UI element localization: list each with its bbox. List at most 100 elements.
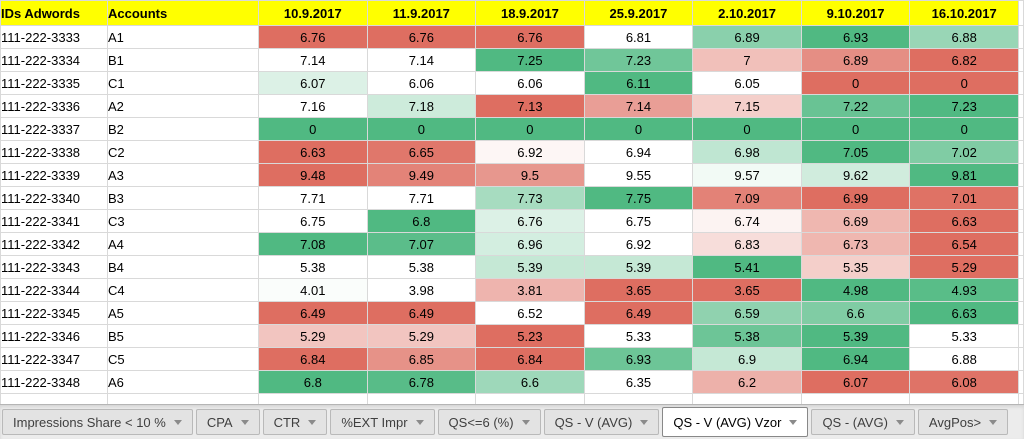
value-cell[interactable]: 6.75 — [258, 209, 368, 233]
account-cell[interactable]: C4 — [107, 278, 259, 302]
value-cell[interactable]: 6.07 — [258, 71, 368, 95]
value-cell[interactable]: 0 — [366, 117, 477, 141]
value-cell[interactable]: 5.39 — [475, 255, 585, 279]
row-id-cell[interactable]: 111-222-3341 — [0, 209, 108, 233]
value-cell[interactable]: 6.54 — [909, 232, 1019, 256]
value-cell[interactable]: 6.74 — [692, 209, 802, 233]
value-cell[interactable]: 4.93 — [909, 278, 1019, 302]
value-cell[interactable]: 6.49 — [366, 301, 477, 325]
value-cell[interactable]: 3.81 — [475, 278, 585, 302]
value-cell[interactable]: 7.23 — [909, 94, 1019, 118]
value-cell[interactable]: 7.14 — [258, 48, 368, 72]
account-cell[interactable]: B2 — [107, 117, 259, 141]
value-cell[interactable]: 6.9 — [692, 347, 802, 371]
account-cell[interactable]: C2 — [107, 140, 259, 164]
value-cell[interactable]: 6.98 — [692, 140, 802, 164]
value-cell[interactable]: 6.2 — [692, 370, 802, 394]
value-cell[interactable]: 9.48 — [258, 163, 368, 187]
chevron-down-icon[interactable] — [989, 419, 998, 425]
chevron-down-icon[interactable] — [173, 419, 182, 425]
value-cell[interactable]: 5.41 — [692, 255, 802, 279]
row-id-cell[interactable]: 111-222-3339 — [0, 163, 108, 187]
value-cell[interactable]: 6.88 — [909, 25, 1019, 49]
column-header-16-10-2017[interactable]: 16.10.2017 — [909, 0, 1019, 26]
value-cell[interactable]: 7.13 — [475, 94, 585, 118]
column-header-accounts[interactable]: Accounts — [107, 0, 259, 26]
value-cell[interactable]: 7.09 — [692, 186, 802, 210]
chevron-down-icon[interactable] — [240, 419, 249, 425]
value-cell[interactable]: 6.8 — [258, 370, 368, 394]
value-cell[interactable]: 0 — [692, 117, 802, 141]
sheet-tab-cpa[interactable]: CPA — [195, 409, 260, 435]
value-cell[interactable]: 6.63 — [258, 140, 368, 164]
account-cell[interactable]: B1 — [107, 48, 259, 72]
value-cell[interactable]: 7.01 — [909, 186, 1019, 210]
value-cell[interactable]: 4.01 — [258, 278, 368, 302]
chevron-down-icon[interactable] — [640, 419, 649, 425]
row-id-cell[interactable]: 111-222-3336 — [0, 94, 108, 118]
value-cell[interactable]: 6.69 — [800, 209, 911, 233]
column-header-2-10-2017[interactable]: 2.10.2017 — [692, 0, 802, 26]
value-cell[interactable]: 6.63 — [909, 209, 1019, 233]
value-cell[interactable]: 6.92 — [583, 232, 694, 256]
value-cell[interactable]: 6.06 — [366, 71, 477, 95]
value-cell[interactable]: 0 — [909, 117, 1019, 141]
value-cell[interactable]: 7.02 — [909, 140, 1019, 164]
value-cell[interactable]: 5.38 — [692, 324, 802, 348]
chevron-down-icon[interactable] — [308, 419, 317, 425]
value-cell[interactable]: 6.49 — [583, 301, 694, 325]
value-cell[interactable]: 6.99 — [800, 186, 911, 210]
column-header-9-10-2017[interactable]: 9.10.2017 — [800, 0, 911, 26]
value-cell[interactable]: 7.08 — [258, 232, 368, 256]
value-cell[interactable]: 6.65 — [366, 140, 477, 164]
value-cell[interactable]: 9.55 — [583, 163, 694, 187]
chevron-down-icon[interactable] — [415, 419, 424, 425]
value-cell[interactable]: 0 — [800, 117, 911, 141]
empty-cell[interactable] — [366, 393, 477, 404]
value-cell[interactable]: 7.71 — [258, 186, 368, 210]
empty-cell[interactable] — [800, 393, 911, 404]
column-header-10-9-2017[interactable]: 10.9.2017 — [258, 0, 368, 26]
account-cell[interactable]: A6 — [107, 370, 259, 394]
value-cell[interactable]: 6.88 — [909, 347, 1019, 371]
value-cell[interactable]: 5.29 — [258, 324, 368, 348]
value-cell[interactable]: 6.52 — [475, 301, 585, 325]
value-cell[interactable]: 7 — [692, 48, 802, 72]
value-cell[interactable]: 7.71 — [366, 186, 477, 210]
value-cell[interactable]: 6.76 — [258, 25, 368, 49]
value-cell[interactable]: 7.14 — [583, 94, 694, 118]
value-cell[interactable]: 9.57 — [692, 163, 802, 187]
account-cell[interactable]: C3 — [107, 209, 259, 233]
value-cell[interactable]: 7.23 — [583, 48, 694, 72]
value-cell[interactable]: 5.33 — [583, 324, 694, 348]
value-cell[interactable]: 6.35 — [583, 370, 694, 394]
row-id-cell[interactable]: 111-222-3335 — [0, 71, 108, 95]
value-cell[interactable]: 6.73 — [800, 232, 911, 256]
column-header-25-9-2017[interactable]: 25.9.2017 — [583, 0, 694, 26]
sheet-tab-avgpos[interactable]: AvgPos> — [917, 409, 1009, 435]
row-id-cell[interactable]: 111-222-3348 — [0, 370, 108, 394]
account-cell[interactable]: C5 — [107, 347, 259, 371]
value-cell[interactable]: 6.94 — [800, 347, 911, 371]
value-cell[interactable]: 6.84 — [475, 347, 585, 371]
value-cell[interactable]: 7.16 — [258, 94, 368, 118]
value-cell[interactable]: 5.23 — [475, 324, 585, 348]
sheet-tab-qs-v-avg-vzor[interactable]: QS - V (AVG) Vzor — [662, 407, 809, 437]
account-cell[interactable]: A4 — [107, 232, 259, 256]
value-cell[interactable]: 6.83 — [692, 232, 802, 256]
value-cell[interactable]: 9.62 — [800, 163, 911, 187]
empty-cell[interactable] — [0, 393, 108, 404]
value-cell[interactable]: 6.78 — [366, 370, 477, 394]
account-cell[interactable]: B4 — [107, 255, 259, 279]
account-cell[interactable]: A2 — [107, 94, 259, 118]
sheet-tab-ctr[interactable]: CTR — [262, 409, 328, 435]
row-id-cell[interactable]: 111-222-3347 — [0, 347, 108, 371]
value-cell[interactable]: 7.22 — [800, 94, 911, 118]
value-cell[interactable]: 3.65 — [692, 278, 802, 302]
value-cell[interactable]: 6.84 — [258, 347, 368, 371]
empty-cell[interactable] — [107, 393, 259, 404]
value-cell[interactable]: 6.07 — [800, 370, 911, 394]
value-cell[interactable]: 6.59 — [692, 301, 802, 325]
value-cell[interactable]: 5.39 — [800, 324, 911, 348]
value-cell[interactable]: 6.76 — [475, 25, 585, 49]
